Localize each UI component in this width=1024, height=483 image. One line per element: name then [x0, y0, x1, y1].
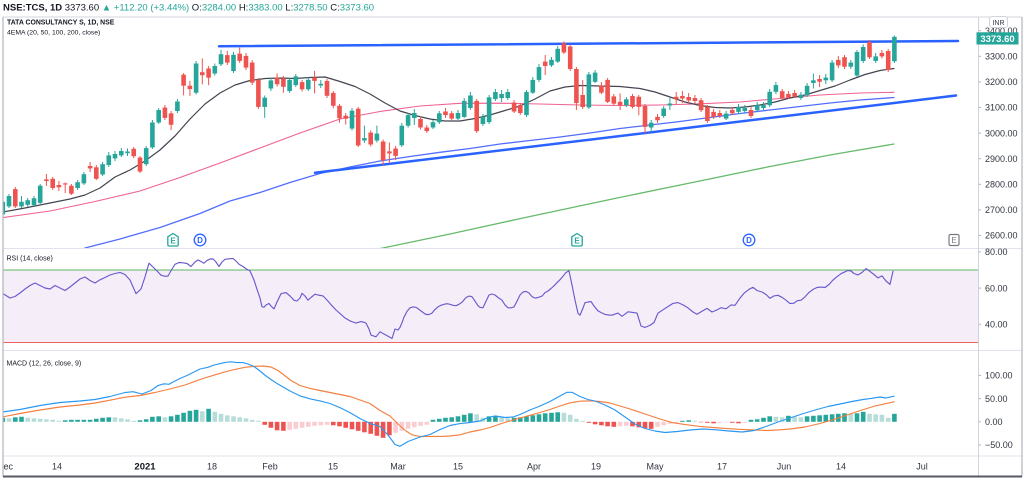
svg-text:14: 14	[836, 462, 846, 472]
svg-text:50.00: 50.00	[985, 394, 1008, 404]
svg-text:E: E	[170, 236, 176, 245]
svg-text:May: May	[646, 462, 664, 472]
svg-text:2800.00: 2800.00	[985, 180, 1018, 190]
svg-text:−50.00: −50.00	[985, 440, 1013, 450]
svg-text:60.00: 60.00	[985, 283, 1008, 293]
svg-text:40.00: 40.00	[985, 320, 1008, 330]
svg-text:3100.00: 3100.00	[985, 103, 1018, 113]
svg-text:Apr: Apr	[527, 462, 541, 472]
svg-text:2900.00: 2900.00	[985, 154, 1018, 164]
svg-text:3200.00: 3200.00	[985, 77, 1018, 87]
svg-text:D: D	[197, 236, 203, 245]
svg-text:D: D	[746, 236, 752, 245]
svg-text:15: 15	[328, 462, 338, 472]
svg-text:Dec: Dec	[0, 462, 13, 472]
svg-text:3373.60: 3373.60	[980, 34, 1014, 45]
svg-text:RSI (14, close): RSI (14, close)	[7, 256, 53, 263]
svg-text:2600.00: 2600.00	[985, 231, 1018, 241]
svg-text:Jul: Jul	[916, 462, 928, 472]
svg-text:14: 14	[52, 462, 62, 472]
svg-text:15: 15	[453, 462, 463, 472]
svg-text:19: 19	[591, 462, 601, 472]
svg-text:80.00: 80.00	[985, 247, 1008, 257]
svg-text:E: E	[951, 236, 956, 245]
svg-text:18: 18	[207, 462, 217, 472]
svg-text:3400.00: 3400.00	[985, 26, 1018, 36]
svg-text:INR: INR	[992, 20, 1004, 27]
svg-text:0.00: 0.00	[985, 417, 1003, 427]
svg-text:Feb: Feb	[262, 462, 278, 472]
svg-text:4EMA (20, 50, 100, 200, close): 4EMA (20, 50, 100, 200, close)	[7, 30, 100, 37]
svg-text:MACD (12, 26, close, 9): MACD (12, 26, close, 9)	[7, 361, 82, 368]
svg-text:Mar: Mar	[390, 462, 406, 472]
svg-text:100.00: 100.00	[985, 371, 1013, 381]
svg-text:2021: 2021	[134, 462, 156, 473]
svg-text:Jun: Jun	[777, 462, 792, 472]
svg-text:3000.00: 3000.00	[985, 128, 1018, 138]
svg-text:2700.00: 2700.00	[985, 205, 1018, 215]
svg-text:NSE:TCS, 1D 3373.60 ▲ +112.20: NSE:TCS, 1D 3373.60 ▲ +112.20 (+3.44%) O…	[3, 3, 374, 14]
svg-text:3300.00: 3300.00	[985, 52, 1018, 62]
svg-text:17: 17	[717, 462, 727, 472]
svg-text:E: E	[574, 236, 580, 245]
svg-text:TATA CONSULTANCY S, 1D, NSE: TATA CONSULTANCY S, 1D, NSE	[7, 20, 115, 27]
